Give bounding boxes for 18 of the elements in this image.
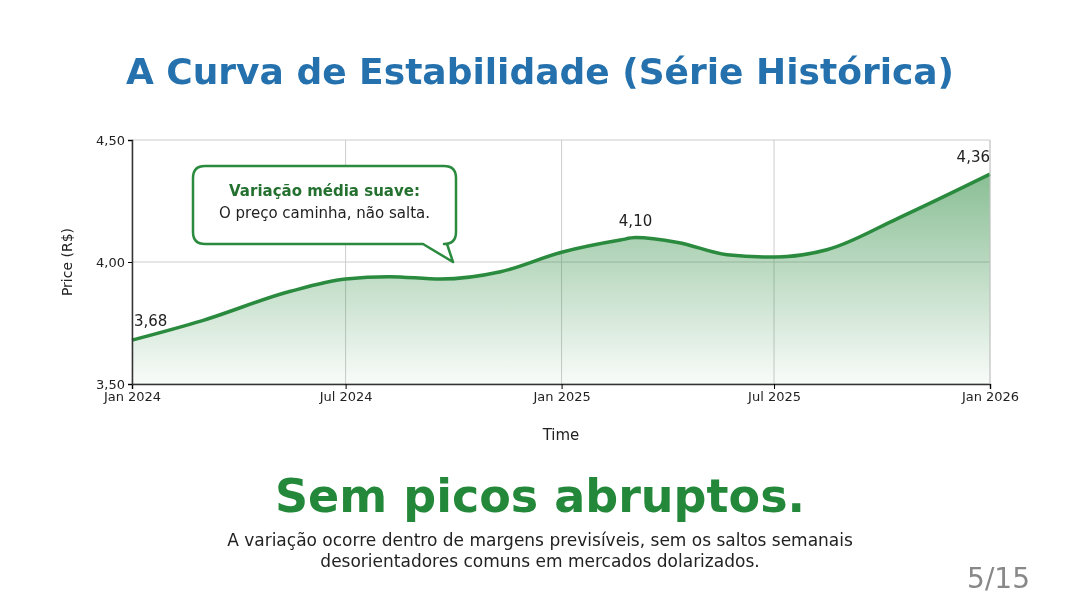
x-axis-title: Time: [541, 426, 580, 444]
y-axis-title: Price (R$): [59, 227, 75, 297]
x-tick-label: Jul 2024: [318, 389, 373, 405]
y-tick-label: 4,50: [96, 132, 125, 148]
x-tick-label: Jan 2025: [532, 389, 591, 405]
text: A variação ocorre dentro de margens previsíveis, sem os saltos semanais desorientadores comuns em mercados dolarizados.: [227, 530, 853, 571]
y-tick-label: 4,00: [96, 254, 125, 270]
text: 5/15: [967, 562, 1030, 595]
data-label: 4,10: [618, 211, 653, 230]
x-tick-label: Jul 2025: [747, 389, 801, 405]
x-tick-label: Jan 2024: [102, 389, 162, 405]
data-label: 3,68: [134, 312, 168, 331]
annotation: Variação média suave: O preço caminha, não salta.: [219, 182, 430, 222]
data-label: 4,36: [956, 148, 990, 167]
y-tick-label: 3,50: [96, 376, 125, 392]
text: Sem picos abruptos.: [274, 469, 806, 523]
chart-title: A Curva de Estabilidade (Série Histórica): [125, 51, 955, 92]
x-tick-label: Jan 2026: [960, 389, 1020, 405]
